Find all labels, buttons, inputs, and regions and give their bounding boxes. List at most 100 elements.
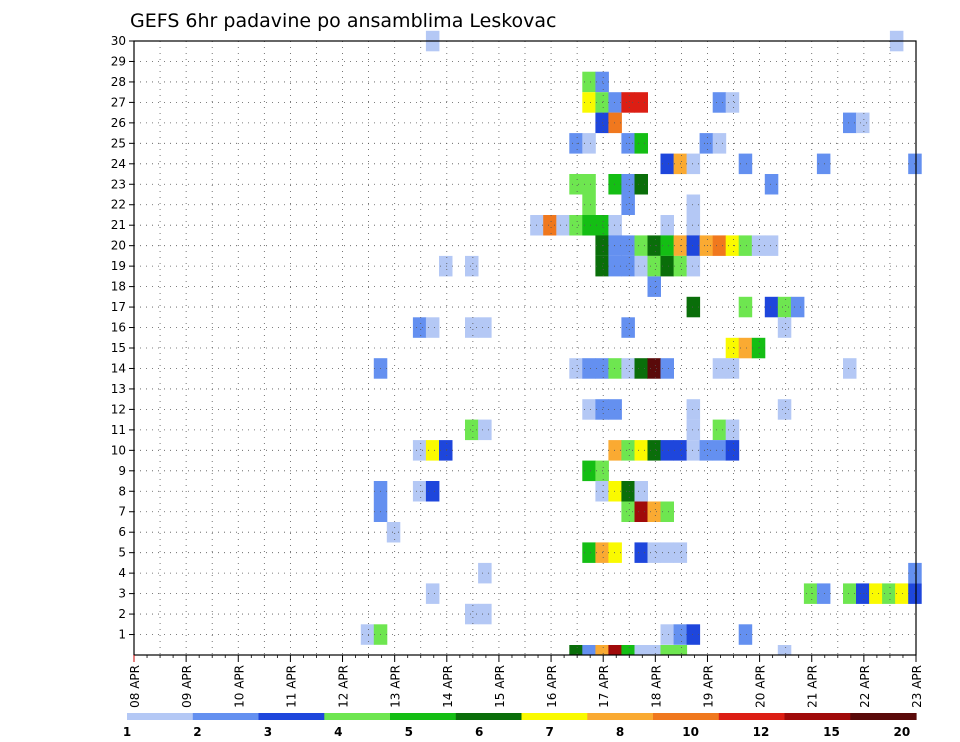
precip-cell — [621, 133, 635, 154]
precip-cell — [634, 645, 648, 655]
precip-cell — [582, 358, 596, 379]
precip-cell — [608, 358, 622, 379]
precip-cell — [816, 583, 831, 604]
precip-cell — [843, 583, 857, 604]
precip-cell — [686, 399, 701, 420]
precip-cell — [569, 215, 583, 236]
precip-cell — [621, 440, 635, 461]
x-tick-label: 15 APR — [493, 665, 507, 708]
precip-cell — [569, 358, 583, 379]
y-tick-label: 29 — [111, 54, 126, 68]
precip-cell — [660, 153, 674, 175]
y-tick-label: 14 — [111, 361, 126, 375]
precip-cell — [608, 112, 622, 134]
x-tick-label: 21 APR — [806, 665, 820, 708]
x-tick-label: 19 APR — [701, 665, 715, 708]
colorbar-segment — [324, 713, 391, 720]
y-tick-label: 8 — [118, 484, 126, 498]
precip-cell — [582, 174, 596, 195]
y-tick-label: 4 — [118, 566, 126, 580]
y-tick-label: 19 — [111, 259, 126, 273]
precip-cell — [660, 501, 674, 522]
precip-cell — [647, 255, 661, 277]
colorbar-segment — [192, 713, 260, 720]
precip-cell — [738, 337, 753, 359]
precip-cell — [686, 419, 701, 441]
precip-cell — [634, 501, 648, 522]
precip-cell — [582, 460, 596, 482]
colorbar-segment — [390, 713, 457, 720]
colorbar-segment — [521, 713, 588, 720]
y-tick-label: 11 — [111, 423, 126, 437]
colorbar-label: 12 — [753, 725, 770, 739]
y-tick-label: 6 — [118, 525, 126, 539]
colorbar-label: 2 — [193, 725, 201, 739]
precip-cell — [634, 481, 648, 502]
y-tick-label: 22 — [111, 198, 126, 212]
y-tick-label: 9 — [118, 464, 126, 478]
precip-cell — [725, 358, 740, 379]
precip-cell — [634, 174, 648, 195]
precip-cell — [686, 255, 701, 277]
y-tick-label: 5 — [118, 546, 126, 560]
precip-cell — [608, 481, 622, 502]
precip-cell — [712, 440, 727, 461]
y-tick-label: 21 — [111, 218, 126, 232]
precip-cell — [621, 174, 635, 195]
precip-cell — [621, 645, 635, 655]
precip-cell — [412, 481, 427, 502]
precip-cell — [608, 542, 622, 563]
precip-cell — [621, 317, 635, 338]
y-tick-label: 10 — [111, 443, 126, 457]
colorbar-label: 15 — [823, 725, 840, 739]
y-tick-label: 15 — [111, 341, 126, 355]
precip-cell — [660, 215, 674, 236]
y-tick-label: 1 — [118, 628, 126, 642]
precip-cell — [686, 624, 701, 645]
precip-cell — [582, 399, 596, 420]
y-tick-label: 25 — [111, 136, 126, 150]
precip-cell — [843, 112, 857, 134]
precip-cell — [386, 522, 401, 543]
y-tick-label: 2 — [118, 607, 126, 621]
precip-cell — [621, 92, 635, 113]
precip-cell — [412, 440, 427, 461]
y-tick-label: 12 — [111, 402, 126, 416]
precip-cell — [712, 235, 727, 256]
precip-cell — [543, 215, 557, 236]
x-tick-label: 17 APR — [597, 665, 611, 708]
colorbar-segment — [850, 713, 917, 720]
precip-cell — [647, 358, 661, 379]
precip-cell — [816, 153, 831, 175]
precip-cell — [608, 645, 622, 655]
precip-cell — [882, 583, 896, 604]
precip-cell — [478, 317, 492, 338]
precip-cell — [569, 174, 583, 195]
precip-cell — [425, 481, 440, 502]
y-axis: 1234567891011121314151617181920212223242… — [111, 34, 134, 642]
precip-cell — [725, 440, 740, 461]
colorbar-label: 5 — [405, 725, 413, 739]
x-tick-label: 09 APR — [180, 665, 194, 708]
precip-cell — [725, 419, 740, 441]
precip-cell — [764, 296, 779, 318]
precip-cell — [686, 440, 701, 461]
precip-cell — [608, 215, 622, 236]
x-tick-label: 20 APR — [754, 665, 768, 708]
x-tick-label: 22 APR — [858, 665, 872, 708]
x-tick-label: 16 APR — [545, 665, 559, 708]
y-tick-label: 30 — [111, 34, 126, 48]
precip-cell — [425, 440, 440, 461]
precip-cell — [712, 133, 727, 154]
precip-cell — [465, 317, 479, 338]
colorbar-segment — [784, 713, 851, 720]
precip-cell — [439, 440, 453, 461]
precip-cell — [777, 317, 792, 338]
precip-cell — [478, 419, 492, 441]
precip-cell — [725, 337, 740, 359]
x-tick-label: 13 APR — [389, 665, 403, 708]
precip-cell — [660, 624, 674, 645]
precip-cell — [634, 235, 648, 256]
colorbar-segment — [653, 713, 720, 720]
precip-cell — [582, 215, 596, 236]
